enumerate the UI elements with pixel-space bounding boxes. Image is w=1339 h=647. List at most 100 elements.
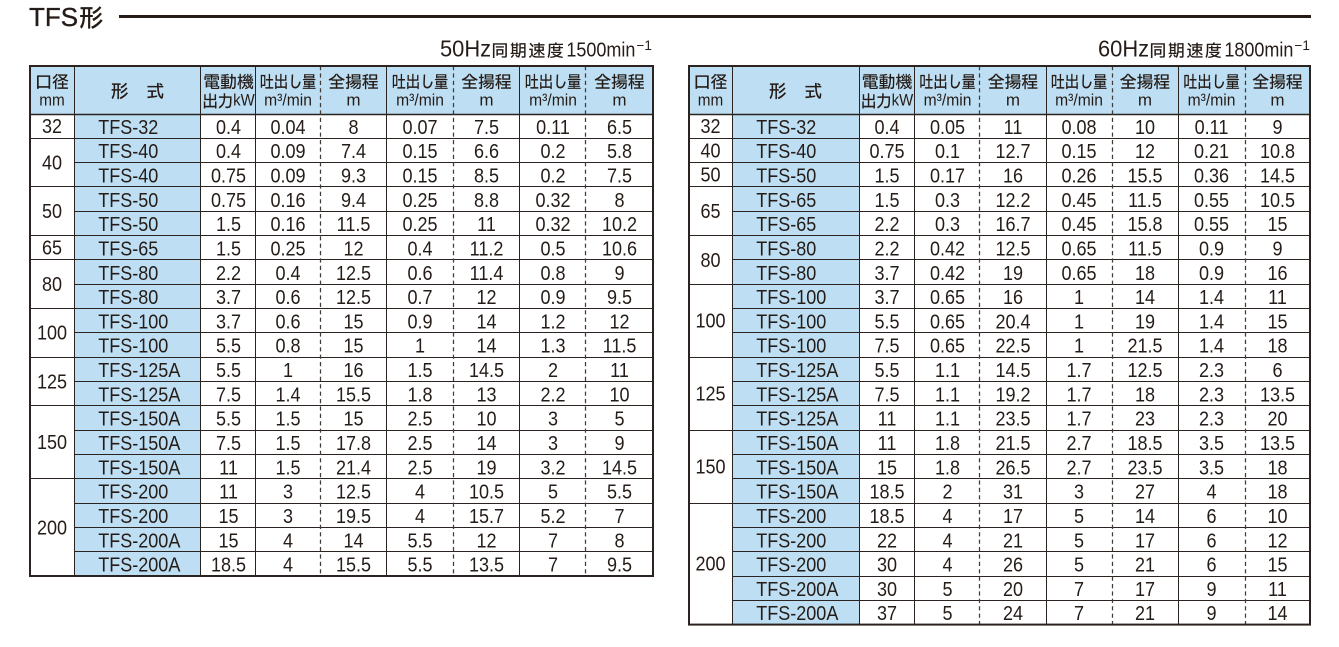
svg-text:7: 7 (614, 506, 624, 528)
svg-text:18.5: 18.5 (1127, 433, 1162, 455)
svg-text:14: 14 (476, 335, 496, 357)
svg-text:12: 12 (1267, 530, 1287, 552)
svg-text:31: 31 (1003, 481, 1023, 503)
svg-text:1.1: 1.1 (935, 384, 960, 406)
svg-text:0.9: 0.9 (1199, 238, 1224, 260)
svg-text:m³/min: m³/min (1055, 90, 1103, 109)
svg-text:0.17: 0.17 (930, 165, 965, 187)
svg-text:0.5: 0.5 (540, 238, 565, 260)
svg-text:100: 100 (37, 322, 67, 344)
svg-text:12.7: 12.7 (995, 141, 1030, 163)
svg-text:100: 100 (695, 310, 725, 332)
svg-text:0.7: 0.7 (407, 287, 432, 309)
svg-text:TFS-150A: TFS-150A (98, 457, 180, 479)
svg-text:12: 12 (1135, 141, 1155, 163)
svg-text:5: 5 (1074, 530, 1084, 552)
svg-text:5.5: 5.5 (216, 408, 241, 430)
svg-text:11: 11 (1268, 578, 1287, 600)
svg-text:0.15: 0.15 (402, 141, 437, 163)
svg-text:5.5: 5.5 (216, 335, 241, 357)
svg-text:0.4: 0.4 (216, 141, 241, 163)
svg-text:9: 9 (1272, 116, 1282, 138)
svg-text:15.5: 15.5 (336, 554, 371, 576)
svg-text:14.5: 14.5 (602, 457, 637, 479)
svg-text:1.5: 1.5 (407, 360, 432, 382)
svg-text:14.5: 14.5 (995, 360, 1030, 382)
svg-text:30: 30 (877, 554, 897, 576)
svg-text:11.5: 11.5 (1128, 189, 1162, 211)
svg-text:22.5: 22.5 (995, 335, 1030, 357)
svg-text:18.5: 18.5 (869, 481, 904, 503)
svg-text:9.5: 9.5 (607, 554, 632, 576)
svg-text:11: 11 (219, 481, 238, 503)
svg-text:12: 12 (476, 530, 496, 552)
svg-text:4: 4 (1206, 481, 1216, 503)
svg-text:0.26: 0.26 (1061, 165, 1096, 187)
svg-text:0.08: 0.08 (1061, 116, 1096, 138)
svg-text:3: 3 (283, 481, 293, 503)
svg-text:−1: −1 (637, 38, 652, 53)
svg-text:5: 5 (614, 408, 624, 430)
svg-text:TFS-80: TFS-80 (756, 238, 816, 260)
svg-text:200: 200 (695, 553, 725, 575)
svg-text:150: 150 (37, 432, 67, 454)
svg-text:22: 22 (877, 530, 897, 552)
svg-text:0.36: 0.36 (1194, 165, 1229, 187)
svg-text:0.32: 0.32 (535, 214, 570, 236)
svg-text:65: 65 (700, 201, 720, 223)
svg-text:0.42: 0.42 (930, 238, 965, 260)
svg-text:10: 10 (476, 408, 496, 430)
svg-text:TFS-50: TFS-50 (98, 214, 158, 236)
svg-text:0.9: 0.9 (540, 287, 565, 309)
svg-text:mm: mm (698, 90, 723, 109)
svg-text:40: 40 (42, 152, 62, 174)
svg-text:10.8: 10.8 (1260, 141, 1295, 163)
svg-text:150: 150 (695, 456, 725, 478)
svg-text:TFS-40: TFS-40 (98, 141, 158, 163)
svg-text:5: 5 (1074, 506, 1084, 528)
svg-text:50: 50 (700, 164, 720, 186)
svg-text:3.2: 3.2 (540, 457, 565, 479)
svg-text:0.15: 0.15 (402, 165, 437, 187)
svg-text:6.5: 6.5 (607, 116, 632, 138)
svg-text:17: 17 (1135, 578, 1155, 600)
svg-text:0.3: 0.3 (935, 214, 960, 236)
svg-text:23.5: 23.5 (995, 408, 1030, 430)
svg-text:12: 12 (476, 287, 496, 309)
svg-text:0.9: 0.9 (407, 311, 432, 333)
svg-text:18: 18 (1135, 262, 1155, 284)
svg-text:32: 32 (700, 116, 720, 138)
svg-text:26: 26 (1003, 554, 1023, 576)
svg-text:0.45: 0.45 (1061, 214, 1096, 236)
svg-text:14.5: 14.5 (469, 360, 504, 382)
svg-text:2.3: 2.3 (1199, 360, 1224, 382)
svg-text:11: 11 (477, 214, 496, 236)
svg-text:0.45: 0.45 (1061, 189, 1096, 211)
svg-text:18: 18 (1267, 457, 1287, 479)
svg-text:2.3: 2.3 (1199, 384, 1224, 406)
svg-text:37: 37 (877, 603, 897, 625)
svg-text:5: 5 (548, 481, 558, 503)
svg-text:16.7: 16.7 (995, 214, 1030, 236)
svg-text:11: 11 (878, 433, 897, 455)
svg-text:0.16: 0.16 (270, 189, 305, 211)
svg-text:1.8: 1.8 (935, 433, 960, 455)
svg-text:0.4: 0.4 (407, 238, 432, 260)
svg-text:1: 1 (1074, 287, 1084, 309)
svg-text:7: 7 (548, 554, 558, 576)
svg-text:80: 80 (700, 249, 720, 271)
svg-text:60Hz: 60Hz (1098, 36, 1149, 62)
svg-text:9.5: 9.5 (607, 287, 632, 309)
svg-text:1500min: 1500min (566, 40, 635, 62)
svg-text:0.65: 0.65 (1061, 238, 1096, 260)
svg-text:15.7: 15.7 (469, 506, 504, 528)
svg-text:0.2: 0.2 (540, 141, 565, 163)
svg-text:10: 10 (609, 384, 629, 406)
svg-text:TFS-65: TFS-65 (756, 214, 816, 236)
svg-text:m³/min: m³/min (529, 90, 577, 109)
svg-text:1.8: 1.8 (935, 457, 960, 479)
svg-text:4: 4 (942, 506, 952, 528)
svg-text:0.55: 0.55 (1194, 189, 1229, 211)
svg-text:3.7: 3.7 (216, 311, 241, 333)
svg-text:2.5: 2.5 (407, 408, 432, 430)
